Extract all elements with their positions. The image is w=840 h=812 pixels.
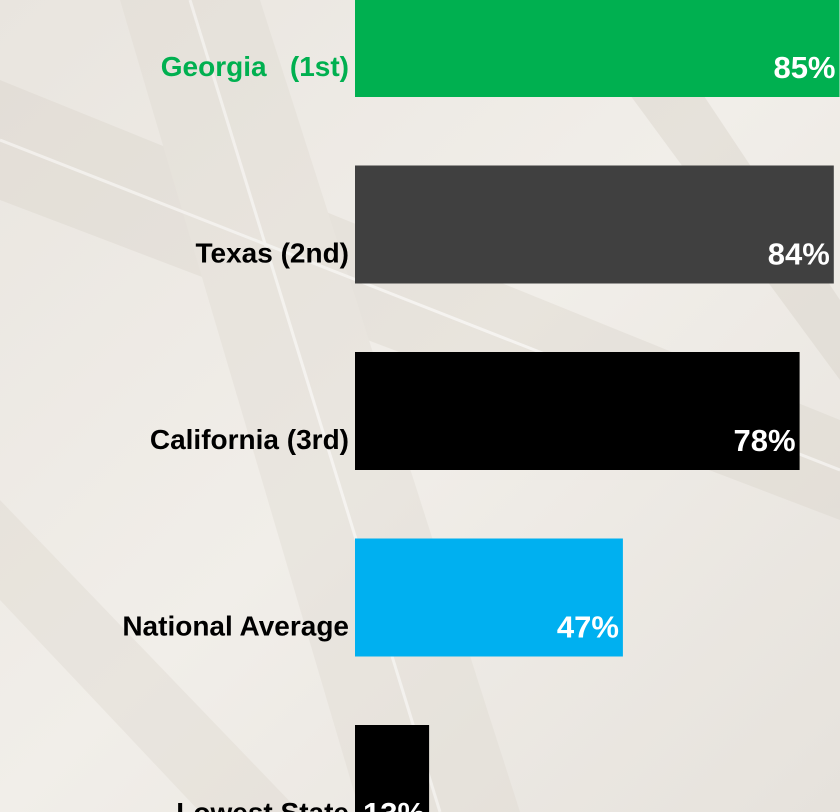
category-label: California (3rd) (150, 424, 349, 455)
category-label: National Average (122, 611, 349, 642)
bar (355, 352, 800, 470)
category-label: Texas (2nd) (195, 238, 349, 269)
value-label: 78% (734, 423, 796, 458)
bar (355, 0, 840, 97)
bar (355, 725, 430, 812)
value-label: 84% (768, 237, 830, 272)
value-label: 13% (363, 796, 425, 812)
bar (355, 165, 834, 284)
category-label: Lowest State (176, 797, 349, 812)
category-label: Georgia (1st) (161, 51, 349, 82)
value-label: 47% (557, 610, 619, 645)
bar (355, 538, 623, 657)
value-label: 85% (773, 50, 835, 85)
